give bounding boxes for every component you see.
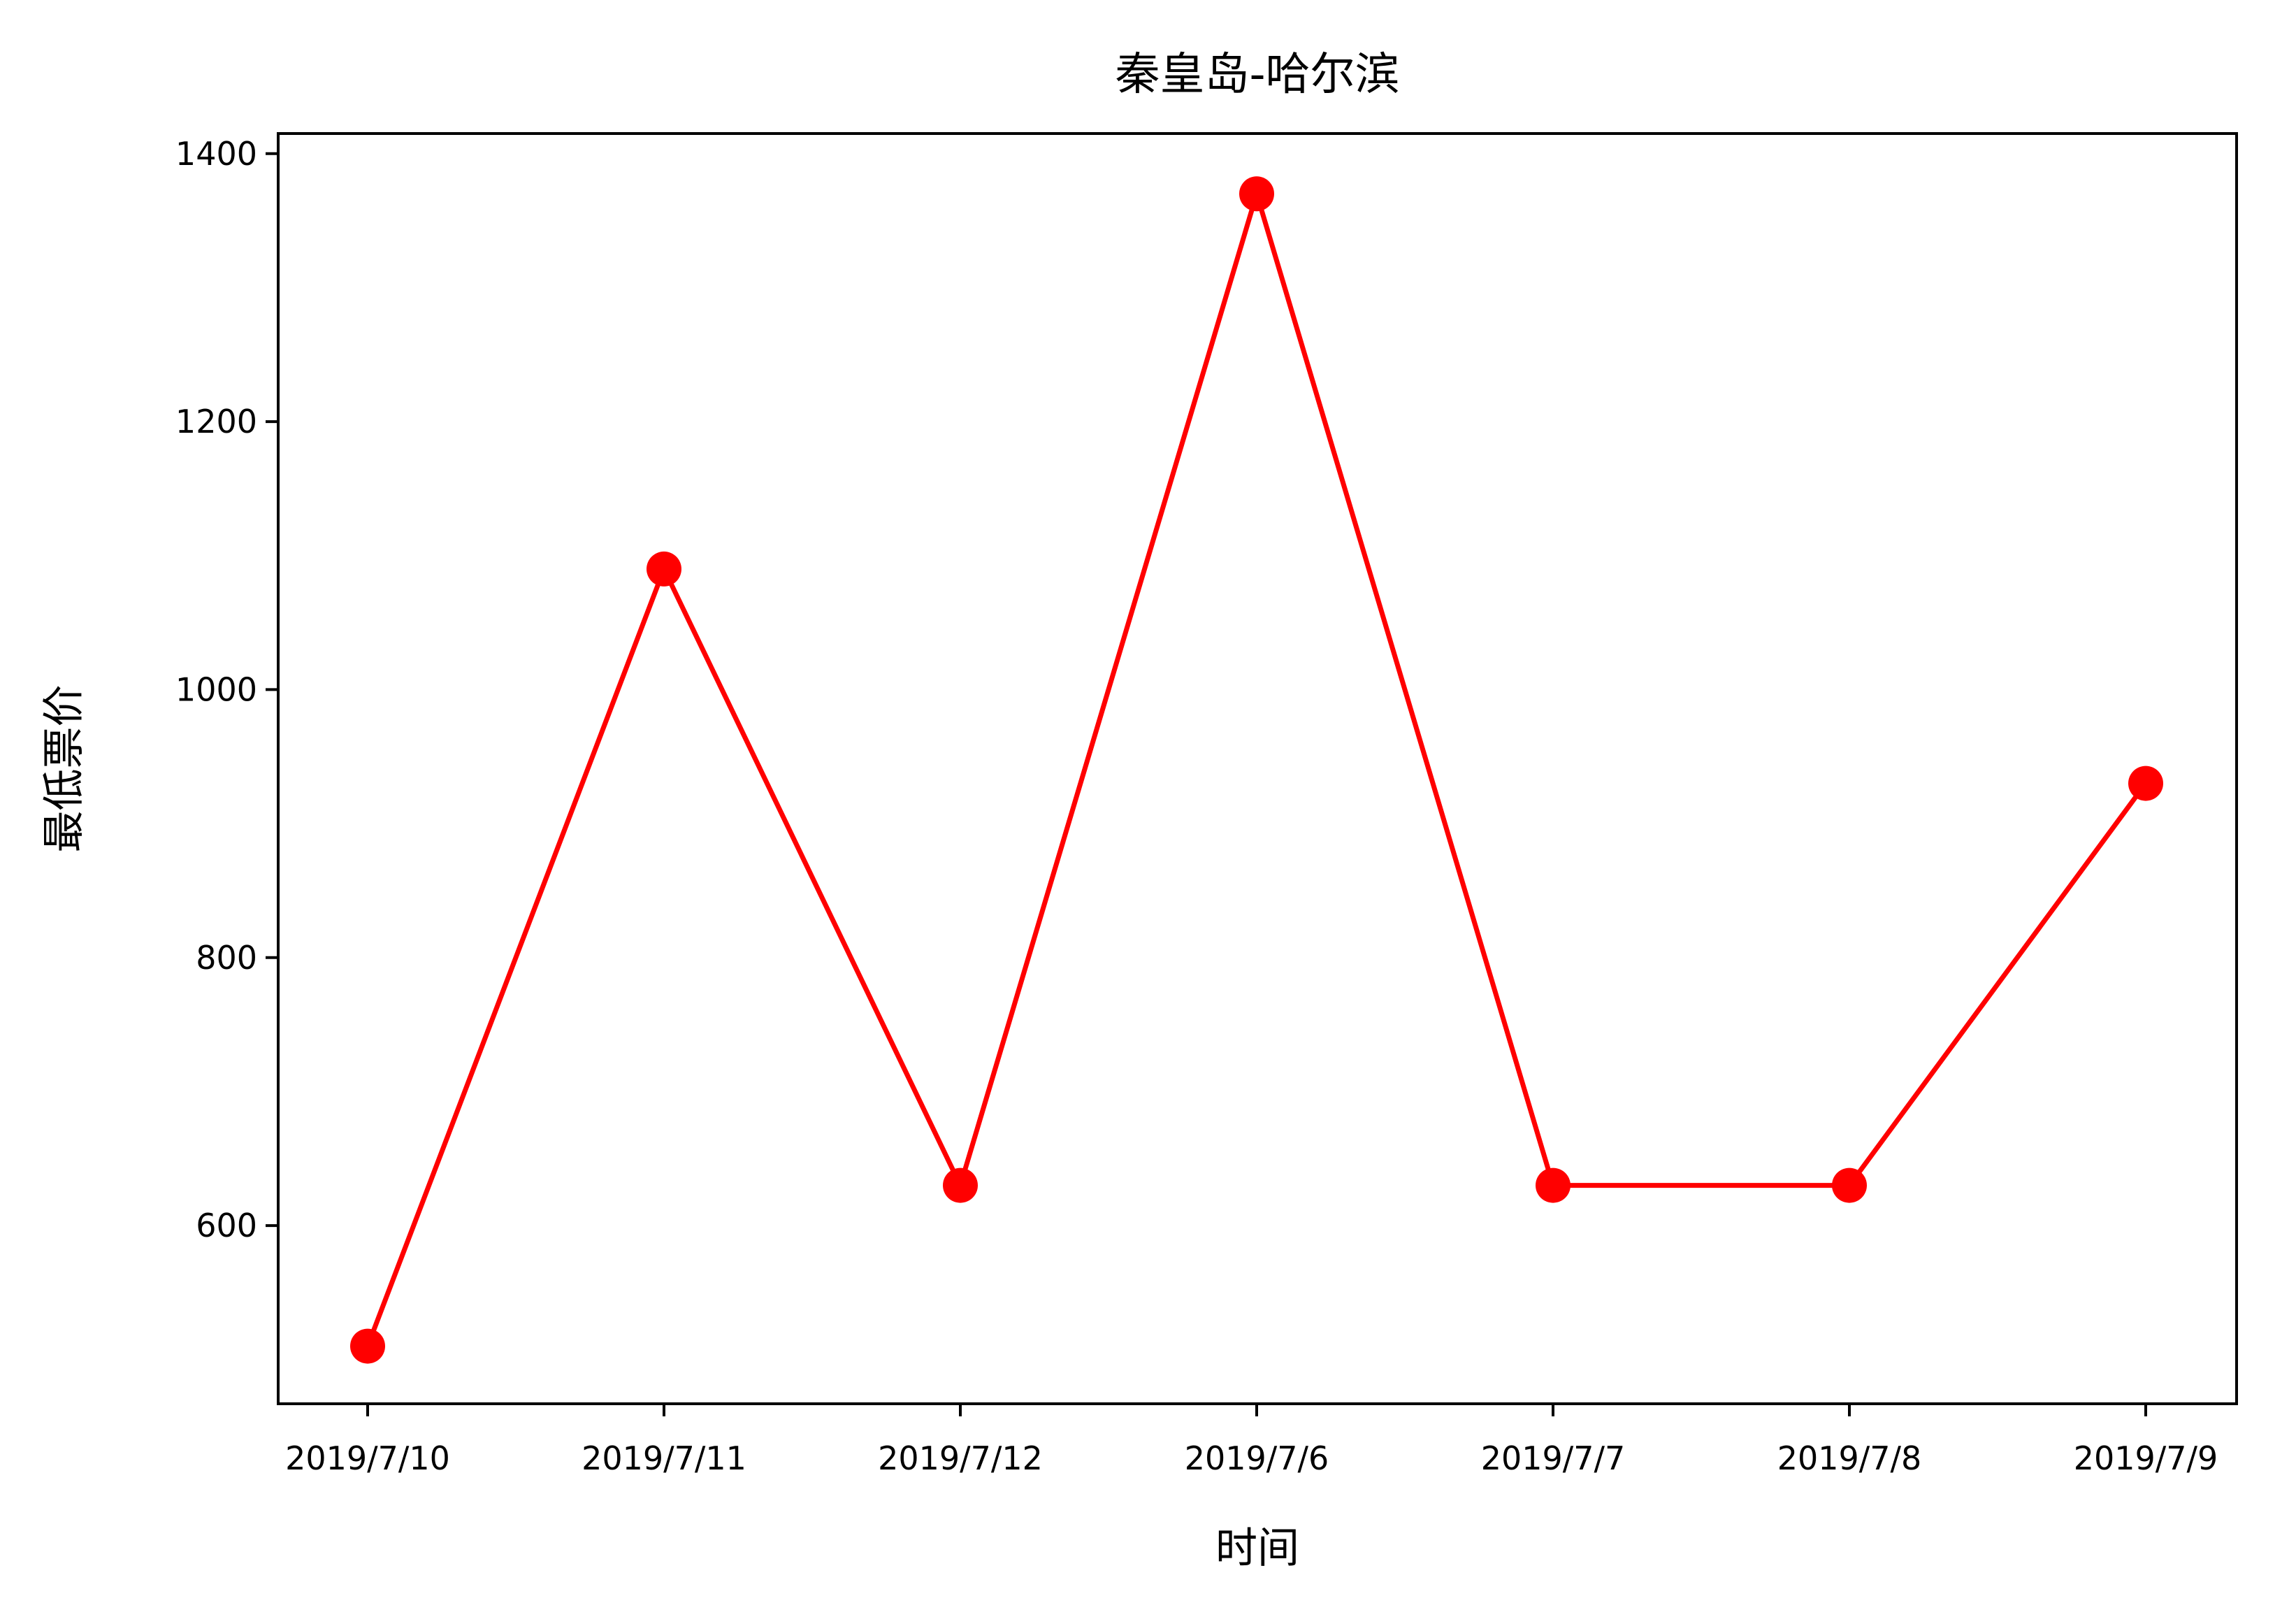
data-point	[1832, 1167, 1867, 1203]
y-tick-label: 1200	[175, 403, 257, 440]
x-tick-label: 2019/7/8	[1777, 1439, 1922, 1477]
x-axis-label: 时间	[1215, 1524, 1299, 1573]
x-tick-label: 2019/7/11	[582, 1439, 746, 1477]
y-tick-label: 600	[196, 1207, 257, 1244]
y-tick-label: 800	[196, 939, 257, 977]
data-point	[647, 551, 681, 587]
data-point	[1239, 176, 1274, 212]
y-axis-label: 最低票价	[40, 685, 89, 853]
y-tick-label: 1000	[175, 670, 257, 708]
x-tick-label: 2019/7/7	[1481, 1439, 1626, 1477]
chart-title: 秦皇岛-哈尔滨	[1115, 49, 1399, 101]
data-point	[1536, 1167, 1571, 1203]
data-point	[943, 1167, 978, 1203]
x-tick-label: 2019/7/6	[1185, 1439, 1329, 1477]
data-point	[2128, 766, 2163, 801]
x-tick-label: 2019/7/10	[285, 1439, 450, 1477]
data-point	[350, 1328, 385, 1364]
y-tick-label: 1400	[175, 135, 257, 173]
series-layer	[350, 176, 2163, 1364]
plot-frame	[277, 132, 2238, 1405]
x-tick-label: 2019/7/12	[878, 1439, 1043, 1477]
axis-ticks: 600 800 1000 1200 1400 2019/7/10 2019/7/11 2019…	[175, 135, 2218, 1477]
x-tick-label: 2019/7/9	[2074, 1439, 2218, 1477]
